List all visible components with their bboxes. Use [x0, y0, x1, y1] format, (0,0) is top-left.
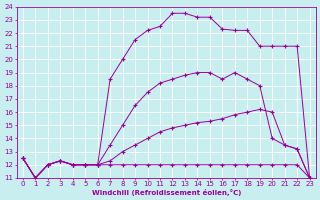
- X-axis label: Windchill (Refroidissement éolien,°C): Windchill (Refroidissement éolien,°C): [92, 189, 241, 196]
